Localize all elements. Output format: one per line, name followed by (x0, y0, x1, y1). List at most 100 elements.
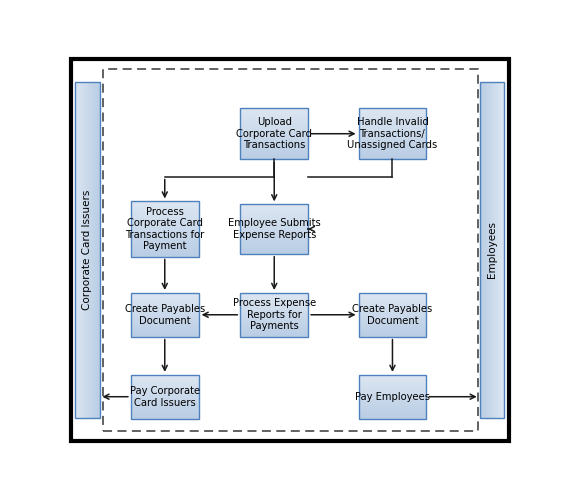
Bar (131, 411, 199, 412)
Bar (240, 225, 308, 226)
Bar (359, 402, 427, 403)
Bar (359, 119, 427, 120)
Bar (359, 297, 427, 298)
Bar (131, 335, 199, 336)
Bar (131, 410, 199, 411)
Bar (240, 147, 308, 148)
Bar (240, 319, 308, 320)
Bar (131, 312, 199, 313)
Bar (240, 157, 308, 158)
Bar (131, 414, 199, 415)
Bar (359, 114, 427, 115)
Bar (359, 401, 427, 402)
Bar (359, 318, 427, 319)
Bar (131, 302, 199, 303)
Bar (131, 236, 199, 237)
Bar (131, 324, 199, 325)
Bar (359, 404, 427, 405)
Bar (359, 154, 427, 155)
Bar (359, 385, 427, 386)
Bar (359, 307, 427, 308)
Bar (359, 410, 427, 411)
Bar (131, 231, 199, 232)
Bar (240, 204, 308, 205)
Bar (240, 311, 308, 312)
Bar (240, 220, 308, 221)
Bar (359, 295, 427, 296)
Bar (240, 219, 308, 220)
Bar (359, 416, 427, 417)
Bar (131, 375, 199, 376)
Bar (240, 243, 308, 244)
Bar (359, 320, 427, 321)
Bar (359, 293, 427, 294)
Bar (359, 388, 427, 389)
Bar (131, 220, 199, 221)
Bar (131, 395, 199, 396)
Text: Pay Corporate
Card Issuers: Pay Corporate Card Issuers (130, 386, 200, 407)
Bar (103, 69, 478, 431)
Bar (359, 316, 427, 317)
Bar (131, 376, 199, 377)
Bar (240, 321, 308, 322)
Bar (359, 319, 427, 320)
Bar (240, 228, 308, 229)
Bar (359, 415, 427, 416)
Bar (240, 247, 308, 248)
Bar (240, 145, 308, 146)
Bar (240, 112, 308, 113)
Bar (131, 209, 199, 210)
Bar (240, 324, 308, 325)
Bar (240, 141, 308, 142)
Bar (131, 248, 199, 249)
Bar (359, 137, 427, 138)
Bar (240, 240, 308, 241)
Bar (131, 229, 199, 230)
Bar (240, 299, 308, 300)
Bar (131, 215, 199, 216)
Bar (359, 120, 427, 121)
Bar (131, 221, 199, 222)
Bar (240, 235, 308, 236)
Bar (359, 387, 427, 388)
Bar (240, 234, 308, 235)
Bar (359, 123, 427, 124)
Bar (240, 211, 308, 212)
Bar (240, 296, 308, 297)
Bar (240, 310, 308, 311)
Bar (359, 395, 427, 396)
Bar (359, 389, 427, 390)
Bar (240, 323, 308, 324)
Bar (240, 224, 308, 225)
Bar (359, 301, 427, 302)
Bar (359, 382, 427, 383)
Bar (131, 388, 199, 389)
Bar (240, 136, 308, 137)
Bar (131, 217, 199, 218)
Bar (359, 409, 427, 410)
Bar (240, 336, 308, 337)
Bar (131, 254, 199, 255)
Bar (131, 392, 199, 393)
Bar (359, 333, 427, 334)
Bar (131, 308, 199, 309)
Bar (240, 137, 308, 138)
Bar (240, 123, 308, 124)
Bar (240, 305, 308, 306)
Bar (359, 386, 427, 387)
Bar (131, 314, 199, 315)
Bar (359, 393, 427, 394)
Bar (240, 140, 308, 141)
Bar (359, 112, 427, 113)
Bar (240, 208, 308, 209)
Text: Employee Submits
Expense Reports: Employee Submits Expense Reports (228, 218, 320, 240)
Bar (359, 294, 427, 295)
Bar (359, 132, 427, 133)
Bar (240, 205, 308, 206)
Bar (240, 226, 308, 227)
Bar (131, 249, 199, 250)
Bar (131, 313, 199, 314)
Bar (359, 376, 427, 377)
Bar (131, 201, 199, 202)
Bar (240, 130, 308, 131)
